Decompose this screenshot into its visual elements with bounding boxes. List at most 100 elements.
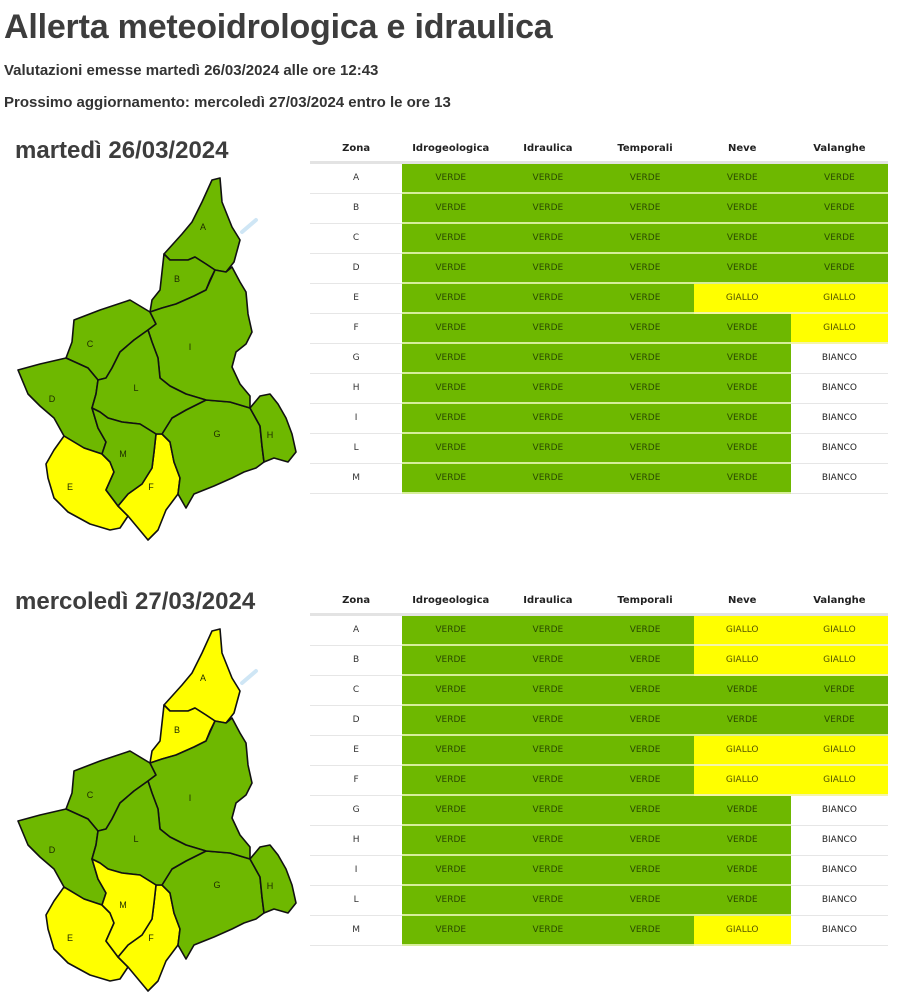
alert-level-cell: VERDE (499, 855, 597, 886)
alert-level-cell: VERDE (596, 433, 694, 464)
zone-cell: D (310, 253, 403, 284)
column-header: Zona (310, 135, 403, 164)
table-row: D VERDE VERDE VERDE VERDE VERDE (310, 705, 888, 736)
column-header: Neve (693, 587, 791, 616)
zone-cell: B (310, 193, 403, 224)
zone-cell: D (310, 705, 403, 736)
alert-level-cell: VERDE (402, 915, 500, 946)
map-zone-label: M (119, 900, 127, 910)
alert-level-cell: BIANCO (790, 855, 888, 886)
alert-level-cell: VERDE (790, 162, 888, 194)
table-row: C VERDE VERDE VERDE VERDE VERDE (310, 675, 888, 706)
alert-level-cell: VERDE (596, 343, 694, 374)
zone-cell: I (310, 403, 403, 434)
column-header: Idraulica (499, 587, 597, 616)
alert-table: Zona Idrogeologica Idraulica Temporali Neve V… (310, 587, 888, 946)
alert-level-cell: VERDE (596, 825, 694, 856)
table-row: I VERDE VERDE VERDE VERDE BIANCO (310, 403, 888, 434)
alert-level-cell: VERDE (499, 313, 597, 344)
alert-level-cell: VERDE (499, 645, 597, 676)
alert-level-cell: VERDE (402, 735, 500, 766)
alert-level-cell: VERDE (693, 705, 791, 736)
alert-level-cell: VERDE (596, 614, 694, 646)
map-zone-label: L (133, 834, 138, 844)
alert-level-cell: VERDE (596, 283, 694, 314)
alert-level-cell: VERDE (499, 283, 597, 314)
alert-level-cell: VERDE (596, 253, 694, 284)
map-zone-label: D (49, 845, 56, 855)
map-zone-m (91, 407, 157, 507)
zone-map: A B C D E F G H I L M (17, 628, 297, 992)
alert-level-cell: VERDE (402, 403, 500, 434)
alert-level-cell: GIALLO (693, 283, 791, 314)
alert-level-cell: VERDE (499, 795, 597, 826)
table-row: D VERDE VERDE VERDE VERDE VERDE (310, 253, 888, 284)
alert-table: Zona Idrogeologica Idraulica Temporali Neve V… (310, 135, 888, 494)
zone-cell: E (310, 735, 403, 766)
alert-level-cell: VERDE (596, 855, 694, 886)
zone-cell: B (310, 645, 403, 676)
alert-level-cell: BIANCO (790, 373, 888, 404)
alert-level-cell: GIALLO (693, 645, 791, 676)
map-zone-label: A (200, 673, 206, 683)
table-row: C VERDE VERDE VERDE VERDE VERDE (310, 223, 888, 254)
alert-level-cell: VERDE (402, 645, 500, 676)
alert-level-cell: VERDE (693, 373, 791, 404)
alert-level-cell: VERDE (499, 735, 597, 766)
table-row: L VERDE VERDE VERDE VERDE BIANCO (310, 885, 888, 916)
zone-cell: G (310, 795, 403, 826)
alert-level-cell: BIANCO (790, 825, 888, 856)
alert-level-cell: VERDE (402, 825, 500, 856)
alert-level-cell: VERDE (402, 463, 500, 494)
map-zone-label: E (67, 482, 73, 492)
alert-level-cell: BIANCO (790, 433, 888, 464)
column-header: Idrogeologica (402, 587, 500, 616)
alert-level-cell: VERDE (596, 765, 694, 796)
zone-cell: M (310, 463, 403, 494)
alert-level-cell: VERDE (402, 343, 500, 374)
column-header: Valanghe (790, 135, 888, 164)
zone-cell: I (310, 855, 403, 886)
alert-level-cell: VERDE (596, 735, 694, 766)
alert-level-cell: VERDE (402, 253, 500, 284)
alert-level-cell: VERDE (596, 675, 694, 706)
alert-level-cell: GIALLO (790, 765, 888, 796)
alert-level-cell: GIALLO (693, 915, 791, 946)
table-row: F VERDE VERDE VERDE GIALLO GIALLO (310, 765, 888, 796)
alert-level-cell: VERDE (596, 885, 694, 916)
alert-level-cell: VERDE (596, 223, 694, 254)
alert-level-cell: GIALLO (693, 614, 791, 646)
table-row: B VERDE VERDE VERDE GIALLO GIALLO (310, 645, 888, 676)
alert-level-cell: GIALLO (790, 283, 888, 314)
zone-cell: E (310, 283, 403, 314)
table-header-row: Zona Idrogeologica Idraulica Temporali Neve V… (310, 135, 888, 164)
table-row: B VERDE VERDE VERDE VERDE VERDE (310, 193, 888, 224)
lake-shape (240, 218, 258, 234)
column-header: Temporali (596, 135, 694, 164)
alert-level-cell: GIALLO (790, 614, 888, 646)
map-zone-label: B (174, 725, 180, 735)
alert-level-cell: VERDE (402, 855, 500, 886)
alert-level-cell: VERDE (596, 313, 694, 344)
alert-level-cell: VERDE (402, 765, 500, 796)
alert-level-cell: VERDE (693, 433, 791, 464)
table-header-row: Zona Idrogeologica Idraulica Temporali Neve V… (310, 587, 888, 616)
alert-level-cell: GIALLO (693, 765, 791, 796)
zone-cell: L (310, 433, 403, 464)
table-row: G VERDE VERDE VERDE VERDE BIANCO (310, 343, 888, 374)
alert-level-cell: VERDE (499, 193, 597, 224)
alert-level-cell: VERDE (790, 675, 888, 706)
alert-level-cell: VERDE (402, 193, 500, 224)
alert-level-cell: VERDE (499, 162, 597, 194)
map-zone-label: H (267, 430, 274, 440)
alert-level-cell: VERDE (693, 675, 791, 706)
table-row: E VERDE VERDE VERDE GIALLO GIALLO (310, 735, 888, 766)
table-row: M VERDE VERDE VERDE VERDE BIANCO (310, 463, 888, 494)
alert-level-cell: VERDE (499, 915, 597, 946)
alert-level-cell: VERDE (693, 885, 791, 916)
alert-level-cell: BIANCO (790, 463, 888, 494)
alert-level-cell: VERDE (499, 433, 597, 464)
alert-level-cell: VERDE (402, 433, 500, 464)
alert-level-cell: VERDE (790, 705, 888, 736)
table-row: M VERDE VERDE VERDE GIALLO BIANCO (310, 915, 888, 946)
